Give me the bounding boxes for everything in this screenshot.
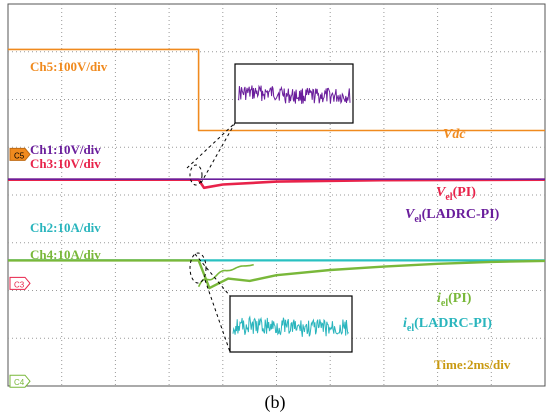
marker-label: C3 <box>14 280 25 289</box>
iel-ladrc-main: i <box>403 316 407 331</box>
marker-label: C5 <box>14 151 25 160</box>
zoom-inset-voltage-trace <box>237 84 351 105</box>
iel-ladrc-sub: el <box>407 323 414 334</box>
zoom-connectors <box>186 122 236 353</box>
vel-pi-label: Vel(PI) <box>436 185 476 203</box>
vdc-label: Vdc <box>443 127 466 142</box>
marker-label: C4 <box>14 378 25 387</box>
figure-caption: (b) <box>264 392 286 412</box>
zoom-inset-current <box>229 295 353 353</box>
marker-shape <box>9 276 31 290</box>
marker-shape <box>9 147 31 161</box>
marker-c5: C5 <box>9 147 31 161</box>
scope-traces <box>8 48 546 290</box>
marker-c3: C3 <box>9 276 31 290</box>
iel-pi-tail: (PI) <box>448 291 472 306</box>
zoom-inset-voltage <box>234 63 354 124</box>
time-scale-label: Time:2ms/div <box>434 357 511 372</box>
vel-ladrc-label: Vel(LADRC-PI) <box>405 207 500 225</box>
iel-ladrc-label: iel(LADRC-PI) <box>403 316 492 334</box>
zoom-inset-current-trace <box>232 315 349 337</box>
vel-pi-main: V <box>436 185 447 200</box>
iel-ladrc-tail: (LADRC-PI) <box>414 316 492 331</box>
iel-pi-main: i <box>437 291 441 306</box>
channel-markers: C5 C3 C4 <box>9 147 31 388</box>
oscilloscope-plot: C5 C3 C4 Ch5:100V/div Ch1:10V/div Ch3:10V/… <box>7 3 546 388</box>
ch4-label: Ch4:10A/div <box>30 247 101 262</box>
ch2-label: Ch2:10A/div <box>30 220 101 235</box>
trace-ch5 <box>8 48 545 132</box>
ch3-label: Ch3:10V/div <box>30 156 101 171</box>
vel-pi-sub: el <box>445 192 452 203</box>
ch1-label: Ch1:10V/div <box>30 142 101 157</box>
marker-c4: C4 <box>9 374 31 388</box>
ch5-label: Ch5:100V/div <box>30 59 108 74</box>
vel-ladrc-sub: el <box>414 214 421 225</box>
marker-shape <box>9 374 31 388</box>
trace-ch4-ringing <box>197 263 254 288</box>
vel-ladrc-main: V <box>405 207 416 222</box>
vel-ladrc-tail: (LADRC-PI) <box>422 207 500 222</box>
iel-pi-sub: el <box>441 298 448 309</box>
iel-pi-label: iel(PI) <box>437 291 472 309</box>
vel-pi-tail: (PI) <box>453 185 477 200</box>
